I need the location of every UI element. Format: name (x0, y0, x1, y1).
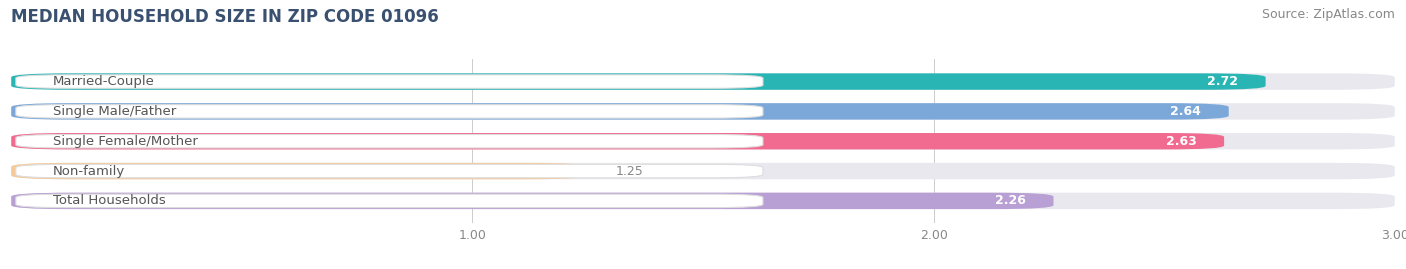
FancyBboxPatch shape (11, 73, 1265, 90)
Text: 2.63: 2.63 (1166, 135, 1197, 148)
Text: 1.25: 1.25 (616, 165, 643, 178)
FancyBboxPatch shape (11, 103, 1395, 120)
FancyBboxPatch shape (11, 103, 1229, 120)
FancyBboxPatch shape (11, 133, 1395, 150)
FancyBboxPatch shape (15, 75, 763, 88)
FancyBboxPatch shape (11, 193, 1053, 209)
Text: 2.26: 2.26 (995, 194, 1026, 207)
FancyBboxPatch shape (11, 193, 1395, 209)
FancyBboxPatch shape (15, 134, 763, 148)
FancyBboxPatch shape (15, 164, 763, 178)
FancyBboxPatch shape (11, 73, 1395, 90)
Text: Single Female/Mother: Single Female/Mother (53, 135, 198, 148)
Text: Single Male/Father: Single Male/Father (53, 105, 176, 118)
FancyBboxPatch shape (15, 105, 763, 118)
Text: MEDIAN HOUSEHOLD SIZE IN ZIP CODE 01096: MEDIAN HOUSEHOLD SIZE IN ZIP CODE 01096 (11, 8, 439, 26)
Text: 2.72: 2.72 (1206, 75, 1237, 88)
FancyBboxPatch shape (15, 194, 763, 208)
Text: 2.64: 2.64 (1170, 105, 1201, 118)
FancyBboxPatch shape (11, 133, 1225, 150)
FancyBboxPatch shape (11, 163, 1395, 179)
Text: Married-Couple: Married-Couple (53, 75, 155, 88)
Text: Total Households: Total Households (53, 194, 166, 207)
FancyBboxPatch shape (11, 163, 588, 179)
Text: Non-family: Non-family (53, 165, 125, 178)
Text: Source: ZipAtlas.com: Source: ZipAtlas.com (1261, 8, 1395, 21)
